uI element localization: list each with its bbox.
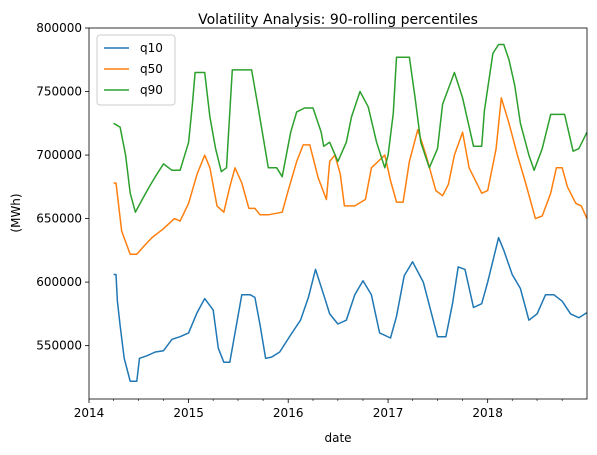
y-tick-label: 600000 (36, 275, 82, 289)
x-tick-label: 2018 (472, 406, 503, 420)
y-axis-label: (MWh) (9, 193, 23, 232)
y-tick-label: 700000 (36, 148, 82, 162)
series-line-q90 (113, 43, 588, 213)
y-tick-label: 550000 (36, 339, 82, 353)
x-tick-label: 2017 (373, 406, 404, 420)
series-layer (113, 43, 588, 382)
series-line-q10 (113, 236, 588, 382)
y-axis: 550000 600000 650000 700000 750000 800000 (36, 21, 89, 353)
y-tick-label: 650000 (36, 212, 82, 226)
legend: q10 q50 q90 (96, 34, 176, 106)
chart-title: Volatility Analysis: 90-rolling percenti… (198, 12, 478, 28)
y-tick-label: 800000 (36, 21, 82, 35)
y-tick-label: 750000 (36, 85, 82, 99)
x-tick-label: 2014 (74, 406, 105, 420)
x-axis: 2014 2015 2016 2017 2018 (74, 399, 563, 420)
legend-label-q10: q10 (140, 41, 163, 55)
legend-box (96, 34, 176, 106)
x-axis-label: date (324, 431, 351, 445)
legend-label-q90: q90 (140, 83, 163, 97)
series-line-q50 (113, 97, 588, 255)
x-tick-label: 2016 (273, 406, 304, 420)
x-tick-label: 2015 (173, 406, 204, 420)
legend-label-q50: q50 (140, 62, 163, 76)
